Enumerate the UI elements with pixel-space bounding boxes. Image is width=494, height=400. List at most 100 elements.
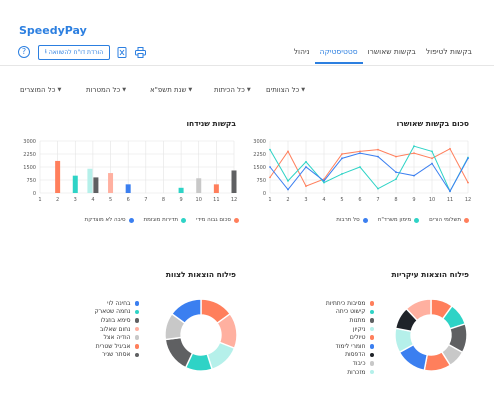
legend-item[interactable]: מימון משרד"ח (378, 217, 420, 223)
legend-item[interactable]: הודיה אצל (59, 333, 139, 342)
help-icon[interactable]: ? (18, 46, 30, 58)
x-tick-label: 11 (447, 197, 453, 203)
filter-products-label: כל המוצרים (20, 86, 56, 94)
tab-statistics[interactable]: סטטיסטיקה (314, 47, 363, 64)
legend-label: תדירות מוגזמת (143, 217, 179, 223)
legend-item[interactable]: סל תרבות (336, 217, 368, 223)
legend-item[interactable]: מסיבות כיתתיות (294, 299, 374, 308)
filter-teams[interactable]: כל הצוותים ▼ (266, 86, 305, 94)
legend-label: סימא בוזגלו (100, 316, 131, 324)
series-line (269, 148, 469, 187)
legend-item[interactable]: כיבוד (294, 359, 374, 368)
data-point (377, 155, 379, 158)
download-icon: ⭳ (44, 48, 47, 55)
legend-item[interactable]: ניקיון (294, 325, 374, 334)
legend-item[interactable]: אביגיל שטרית (59, 342, 139, 351)
x-tick-label: 2 (56, 197, 59, 203)
data-point (323, 181, 325, 184)
y-tick-label: 1500 (253, 165, 266, 171)
legend-label: תשלומי הורים (429, 217, 461, 223)
team-expenses-donut (164, 298, 238, 372)
data-point (269, 176, 271, 179)
data-point (431, 157, 433, 160)
filter-products[interactable]: כל המוצרים ▼ (20, 86, 61, 94)
data-point (269, 148, 271, 151)
export-report-button[interactable]: ⭳ הורדת דו"ח להשוואה (38, 44, 110, 60)
export-report-label: הורדת דו"ח להשוואה (48, 48, 104, 56)
x-tick-label: 4 (322, 197, 325, 203)
legend-dot (369, 352, 374, 358)
x-tick-label: 7 (144, 197, 147, 203)
x-tick-label: 3 (74, 197, 77, 203)
data-point (377, 187, 379, 190)
data-point (287, 150, 289, 153)
series-line (269, 152, 469, 193)
legend-item[interactable]: הדפסות (294, 351, 374, 360)
legend-dot (134, 352, 139, 358)
legend-item[interactable]: קישוט כיתה (294, 308, 374, 317)
legend-item[interactable]: נחום שאלוב (59, 325, 139, 334)
legend-dot (369, 335, 374, 340)
data-point (359, 150, 361, 153)
legend-item[interactable]: תשלומי הורים (429, 217, 469, 223)
rejected-chart-title: בקשות שנידחו (186, 119, 236, 128)
main-expenses-donut (394, 298, 468, 372)
caret-down-icon: ▼ (301, 87, 306, 93)
legend-item[interactable]: תדירות מוגזמת (144, 217, 187, 223)
legend-dot (128, 217, 134, 223)
legend-label: מתנות (349, 316, 366, 324)
legend-item[interactable]: טיולים (294, 333, 374, 342)
legend-dot (369, 344, 374, 349)
filter-year[interactable]: שנת תשפ"א ▼ (150, 86, 192, 94)
legend-label: הדפסות (345, 351, 366, 359)
filter-institutions[interactable]: כל הכיתות ▼ (214, 86, 251, 94)
x-tick-label: 10 (429, 197, 435, 203)
legend-dot (369, 369, 374, 375)
x-tick-label: 5 (109, 197, 112, 203)
app-logo[interactable]: SpeedyPay (19, 24, 87, 37)
pie-slice (164, 336, 194, 369)
legend-dot (134, 326, 139, 332)
data-point (467, 181, 469, 184)
main-tabs: בקשות לטיפול בקשות שאושרו סטטיסטיקה ניהו… (289, 47, 477, 64)
bar (72, 175, 78, 193)
x-tick-label: 1 (38, 197, 41, 203)
filter-year-label: שנת תשפ"א (150, 86, 187, 94)
main-expenses-legend: מסיבות כיתתיות קישוט כיתה מתנות ניקיון ט… (294, 299, 374, 376)
x-tick-label: 3 (304, 197, 307, 203)
legend-dot (369, 318, 374, 323)
y-tick-label: 2250 (23, 152, 36, 158)
legend-item[interactable]: חומרי לימוד (294, 342, 374, 351)
legend-item[interactable]: סכום גבוה מידי (196, 217, 239, 223)
legend-item[interactable]: מזכרות (294, 368, 374, 377)
y-tick-label: 0 (263, 191, 266, 197)
legend-item[interactable]: מתנות (294, 316, 374, 325)
legend-item[interactable]: סימא בוזגלו (59, 316, 139, 325)
filter-bar: כל הצוותים ▼ כל הכיתות ▼ שנת תשפ"א ▼ כל המט… (0, 86, 494, 98)
data-point (341, 153, 343, 155)
legend-item[interactable]: אסתר שניר (59, 351, 139, 360)
excel-icon[interactable] (116, 46, 128, 58)
print-icon[interactable] (134, 46, 146, 58)
x-tick-label: 12 (231, 197, 237, 203)
data-point (377, 148, 379, 151)
data-point (359, 152, 361, 155)
x-tick-label: 12 (465, 197, 471, 203)
legend-dot (134, 301, 139, 306)
legend-label: נחמה שטארק (94, 308, 131, 316)
legend-item[interactable]: בחינה לוי (59, 299, 139, 308)
legend-item[interactable]: סיבה לא מוצדקת (85, 217, 134, 223)
x-tick-label: 8 (394, 197, 397, 203)
tab-management[interactable]: ניהול (293, 47, 310, 56)
tab-approved-requests[interactable]: בקשות שאושרו (367, 47, 416, 56)
data-point (305, 166, 307, 168)
legend-label: סיבה לא מוצדקת (84, 217, 126, 223)
legend-dot (362, 217, 368, 223)
data-point (341, 173, 343, 175)
legend-item[interactable]: נחמה שטארק (59, 308, 139, 317)
tab-pending-requests[interactable]: בקשות לטיפול (425, 47, 472, 56)
legend-label: בחינה לוי (107, 299, 131, 307)
bar (87, 168, 93, 193)
x-tick-label: 7 (376, 197, 379, 203)
filter-purposes[interactable]: כל המטרות ▼ (86, 86, 126, 94)
